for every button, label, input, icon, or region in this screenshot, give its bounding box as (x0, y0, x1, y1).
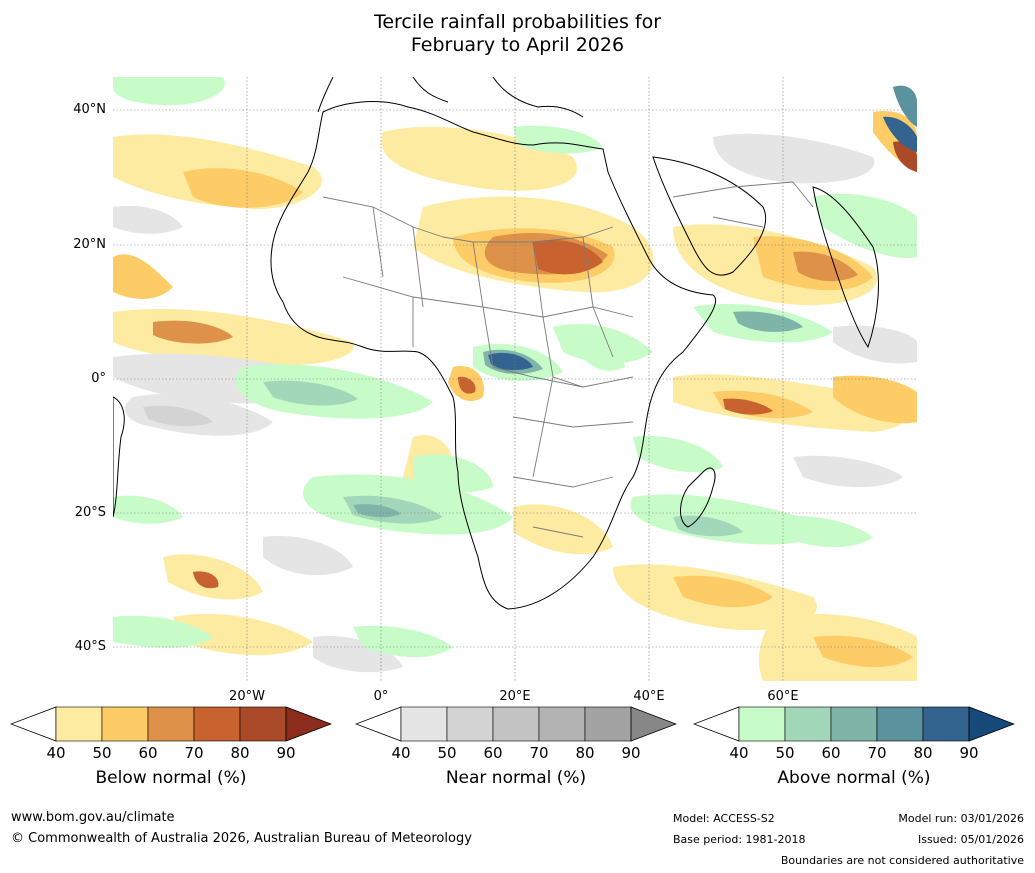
tick-label: 90 (276, 744, 296, 762)
tick-label: 60 (138, 744, 158, 762)
tick-label: 60 (821, 744, 841, 762)
base-period: Base period: 1981-2018 (673, 833, 806, 846)
lon-label-40e: 40°E (633, 689, 665, 704)
tick-label: 90 (959, 744, 979, 762)
rainfall-probability-map (113, 77, 917, 681)
colorbar-near-normal-swatches (355, 706, 677, 742)
above-normal-patches (113, 77, 917, 658)
colorbar-segment (239, 706, 287, 742)
model-name: Model: ACCESS-S2 (673, 812, 775, 825)
colorbar-segment (738, 706, 786, 742)
colorbar-segment (193, 706, 241, 742)
colorbar-extend-low (10, 706, 57, 742)
tick-label: 40 (729, 744, 749, 762)
coastlines (113, 77, 879, 610)
lon-label-60e: 60°E (767, 689, 799, 704)
colorbar-segment (922, 706, 970, 742)
arabia-coastline (652, 156, 767, 276)
colorbar-segment (584, 706, 632, 742)
tick-label: 50 (92, 744, 112, 762)
colorbar-above-normal-swatches (693, 706, 1015, 742)
tick-label: 80 (913, 744, 933, 762)
colorbar-segment (538, 706, 586, 742)
lon-label-20w: 20°W (229, 689, 265, 704)
boundaries-disclaimer: Boundaries are not considered authoritat… (780, 854, 1024, 867)
tick-label: 70 (867, 744, 887, 762)
chart-title: Tercile rainfall probabilities for Febru… (0, 11, 1035, 57)
colorbar-segment (55, 706, 103, 742)
map-canvas (113, 77, 917, 681)
colorbar-segment (830, 706, 878, 742)
lon-label-0: 0° (373, 689, 389, 704)
colorbar-below-normal-title: Below normal (%) (95, 768, 247, 788)
title-line-2: February to April 2026 (410, 34, 625, 56)
colorbar-segment (400, 706, 448, 742)
lon-label-20e: 20°E (499, 689, 531, 704)
website-link[interactable]: www.bom.gov.au/climate (11, 810, 175, 825)
colorbar-segment (492, 706, 540, 742)
colorbar-segment (876, 706, 924, 742)
colorbar-segment (784, 706, 832, 742)
title-line-1: Tercile rainfall probabilities for (373, 11, 662, 33)
colorbar-segment (101, 706, 149, 742)
colorbar-above-normal-title: Above normal (%) (777, 768, 931, 788)
colorbar-segment (446, 706, 494, 742)
tick-label: 50 (437, 744, 457, 762)
lat-label-0: 0° (91, 371, 106, 386)
lat-label-20n: 20°N (73, 237, 106, 252)
colorbar-extend-high (285, 706, 332, 742)
colorbar-extend-high (968, 706, 1015, 742)
colorbar-near-normal-title: Near normal (%) (445, 768, 587, 788)
colorbar-below-normal-swatches (10, 706, 332, 742)
model-run-date: Model run: 03/01/2026 (898, 812, 1024, 825)
colorbar-extend-low (693, 706, 740, 742)
tick-label: 50 (775, 744, 795, 762)
lat-label-40s: 40°S (74, 639, 106, 654)
tick-label: 90 (621, 744, 641, 762)
issued-date: Issued: 05/01/2026 (917, 833, 1024, 846)
tick-label: 70 (184, 744, 204, 762)
colorbar-near-normal (355, 706, 677, 742)
tick-label: 40 (46, 744, 66, 762)
lat-label-20s: 20°S (74, 505, 106, 520)
colorbar-extend-low (355, 706, 402, 742)
africa-coastline (270, 101, 717, 610)
lat-label-40n: 40°N (73, 102, 106, 117)
tick-label: 60 (483, 744, 503, 762)
tick-label: 80 (575, 744, 595, 762)
india-coastline (812, 186, 879, 349)
south-america-coastline (113, 396, 125, 518)
tick-label: 80 (230, 744, 250, 762)
colorbar-above-normal (693, 706, 1015, 742)
europe-coastline (317, 77, 584, 118)
copyright-text: © Commonwealth of Australia 2026, Austra… (11, 831, 472, 846)
madagascar-coastline (680, 467, 716, 528)
country-borders (322, 181, 814, 538)
tick-label: 70 (529, 744, 549, 762)
graticule (113, 77, 917, 681)
colorbar-extend-high (630, 706, 677, 742)
colorbar-below-normal (10, 706, 332, 742)
tick-label: 40 (391, 744, 411, 762)
below-normal-patches (113, 111, 917, 681)
colorbar-segment (147, 706, 195, 742)
